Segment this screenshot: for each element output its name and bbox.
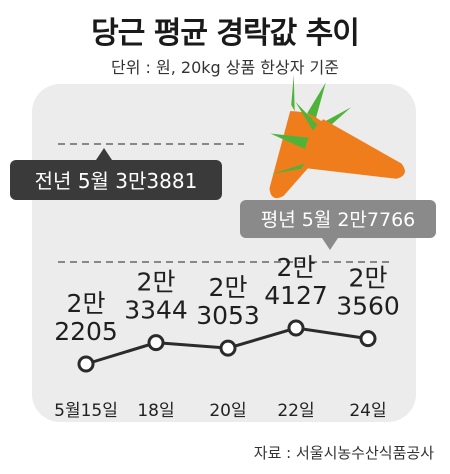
data-label: 2205 — [54, 317, 118, 346]
data-point — [219, 339, 237, 357]
data-point — [287, 319, 305, 337]
avg-year-badge: 평년 5월 2만7766 — [240, 200, 436, 250]
data-label: 3053 — [196, 301, 260, 330]
prev-year-badge: 전년 5월 3만3881 — [10, 148, 222, 200]
data-label: 3344 — [124, 296, 188, 325]
data-label: 2만 — [209, 273, 248, 302]
source-note: 자료 : 서울시농수산식품공사 — [253, 444, 434, 462]
data-point — [147, 334, 165, 352]
x-tick-label: 20일 — [209, 401, 246, 421]
data-label: 2만 — [277, 253, 316, 282]
data-points — [77, 319, 377, 373]
data-label: 2만 — [349, 264, 388, 293]
chart-title: 당근 평균 경락값 추이 — [91, 16, 360, 51]
x-tick-label: 5월15일 — [54, 401, 118, 421]
avg-year-label: 평년 5월 2만7766 — [261, 209, 416, 231]
data-point — [77, 355, 95, 373]
carrot-icon — [269, 74, 405, 199]
data-point — [359, 330, 377, 348]
x-tick-label: 18일 — [137, 401, 174, 421]
data-label: 4127 — [264, 281, 328, 310]
prev-year-label: 전년 5월 3만3881 — [35, 169, 198, 193]
data-label: 3560 — [336, 292, 400, 321]
x-tick-label: 24일 — [349, 401, 386, 421]
data-label: 2만 — [67, 289, 106, 318]
x-axis-ticks: 5월15일 18일 20일 22일 24일 — [54, 401, 387, 421]
x-tick-label: 22일 — [277, 401, 314, 421]
data-label: 2만 — [137, 268, 176, 297]
chart-subtitle: 단위 : 원, 20kg 상품 한상자 기준 — [111, 58, 339, 77]
